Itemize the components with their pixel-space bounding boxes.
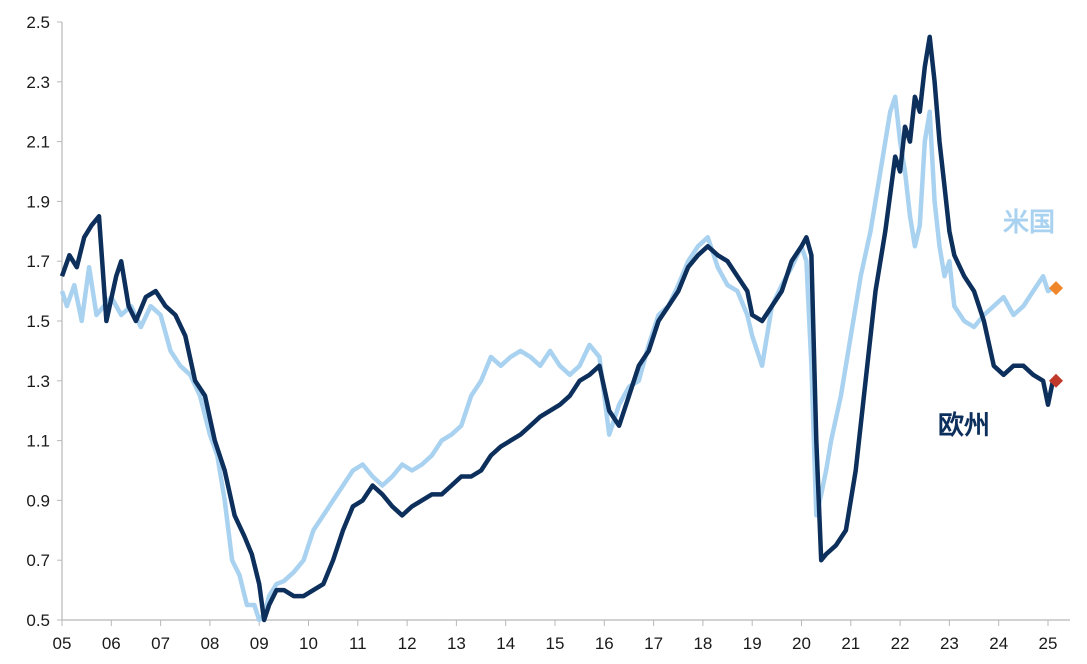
- x-tick-label: 05: [53, 634, 72, 653]
- x-tick-label: 13: [447, 634, 466, 653]
- x-tick-label: 10: [299, 634, 318, 653]
- y-tick-label: 0.9: [26, 491, 50, 510]
- series-lines: [59, 34, 1056, 623]
- y-tick-label: 2.3: [26, 73, 50, 92]
- x-tick-label: 23: [940, 634, 959, 653]
- series-label-us: 米国: [1003, 208, 1055, 238]
- y-tick-label: 1.1: [26, 432, 50, 451]
- x-tick-label: 09: [250, 634, 269, 653]
- end-markers: [1049, 281, 1063, 388]
- x-tick-label: 19: [743, 634, 762, 653]
- y-axis-ticks: 0.5 0.7 0.9 1.1 1.3 1.5 1.7 1.9 2.1 2.3 2.5: [26, 13, 62, 630]
- y-tick-label: 1.5: [26, 312, 50, 331]
- x-tick-label: 18: [693, 634, 712, 653]
- x-tick-label: 20: [792, 634, 811, 653]
- y-tick-label: 1.3: [26, 372, 50, 391]
- series-line-us: [59, 94, 1055, 623]
- x-tick-label: 16: [595, 634, 614, 653]
- latest-marker-us: [1049, 281, 1063, 296]
- x-tick-label: 11: [349, 634, 367, 653]
- series-line-europe: [59, 34, 1056, 623]
- x-tick-label: 15: [546, 634, 565, 653]
- x-tick-label: 14: [496, 634, 515, 653]
- x-tick-label: 08: [200, 634, 219, 653]
- x-tick-label: 24: [989, 634, 1008, 653]
- x-tick-label: 25: [1039, 634, 1058, 653]
- y-tick-label: 2.1: [26, 133, 50, 152]
- y-tick-label: 1.7: [26, 252, 50, 271]
- x-axis-ticks: 05 06 07 08 09 10 11 12 13 14 15 16 17 18 19 20 21 22 23 24…: [53, 620, 1058, 653]
- y-tick-label: 0.5: [26, 611, 50, 630]
- x-tick-label: 22: [891, 634, 910, 653]
- y-tick-label: 2.5: [26, 13, 50, 32]
- x-tick-label: 12: [398, 634, 417, 653]
- y-tick-label: 1.9: [26, 192, 50, 211]
- x-tick-label: 17: [644, 634, 663, 653]
- x-tick-label: 06: [102, 634, 121, 653]
- latest-marker-europe: [1049, 373, 1063, 388]
- x-tick-label: 07: [151, 634, 170, 653]
- x-tick-label: 21: [841, 634, 860, 653]
- y-tick-label: 0.7: [26, 551, 50, 570]
- series-label-europe: 欧州: [938, 410, 990, 441]
